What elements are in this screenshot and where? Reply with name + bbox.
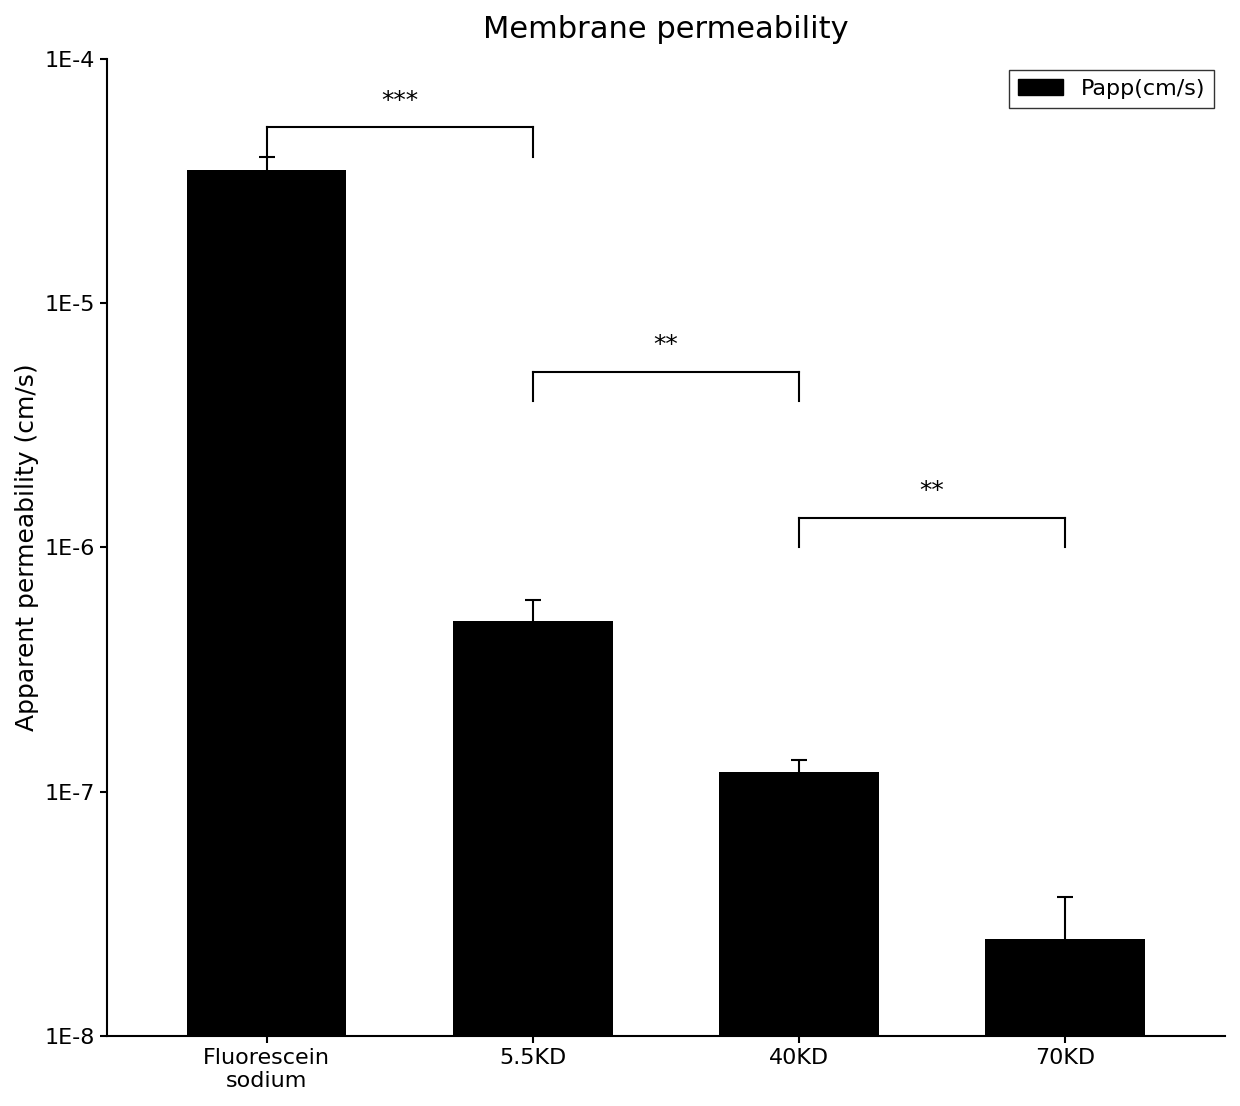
Text: ***: *** [381, 88, 418, 113]
Text: **: ** [920, 479, 945, 503]
Bar [986, 939, 1145, 1106]
Bar [187, 170, 346, 1106]
Text: **: ** [653, 333, 678, 357]
Bar [719, 772, 879, 1106]
Legend: Papp(cm/s): Papp(cm/s) [1009, 70, 1214, 107]
Bar [453, 620, 613, 1106]
Title: Membrane permeability: Membrane permeability [484, 15, 848, 44]
Y-axis label: Apparent permeability (cm/s): Apparent permeability (cm/s) [15, 364, 38, 731]
